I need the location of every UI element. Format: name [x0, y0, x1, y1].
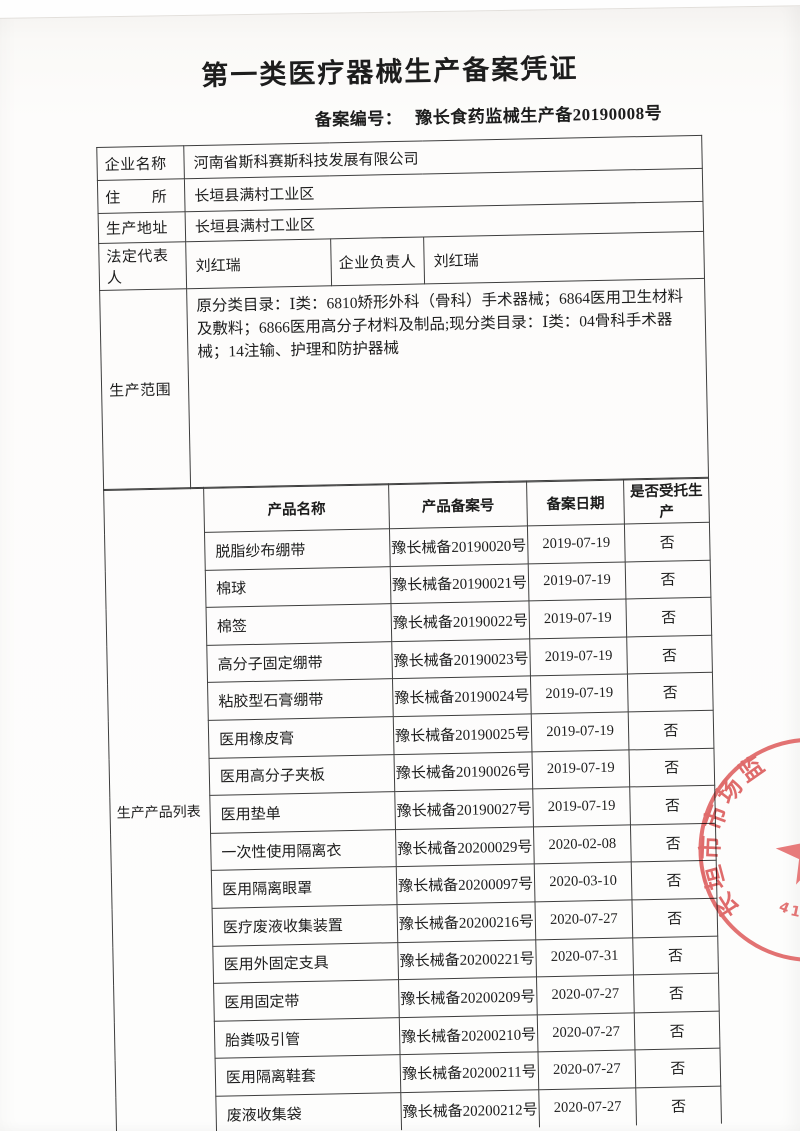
product-list-side-label: 生产产品列表: [103, 487, 217, 1131]
record-date-cell: 2019-07-19: [527, 523, 626, 564]
product-name-cell: 医用固定带: [213, 979, 400, 1022]
product-record-no-cell: 豫长械备20190023号: [391, 638, 531, 680]
product-name-cell: 棉签: [206, 603, 392, 646]
enterprise-principal-value: 刘红瑞: [423, 231, 705, 284]
product-name-cell: 医用橡皮膏: [208, 716, 394, 758]
product-record-no-cell: 豫长械备20200029号: [395, 826, 535, 867]
entrusted-cell: 否: [634, 1010, 720, 1051]
record-date-cell: 2020-07-31: [535, 937, 634, 977]
product-name-cell: 医用垫单: [209, 791, 396, 834]
entrusted-cell: 否: [624, 522, 711, 562]
product-record-no-cell: 豫长械备20200211号: [400, 1052, 539, 1093]
product-name-cell: 医疗废液收集装置: [212, 904, 398, 946]
page-title: 第一类医疗器械生产备案凭证: [201, 53, 579, 91]
record-date-cell: 2019-07-19: [528, 561, 626, 602]
production-scope-text: 原分类目录：Ⅰ类：6810矫形外科（骨科）手术器械；6864医用卫生材料及敷料；…: [186, 278, 709, 489]
record-date-cell: 2020-02-08: [533, 824, 632, 865]
product-record-no-cell: 豫长械备20190026号: [393, 751, 533, 792]
product-record-no-cell: 豫长械备20190020号: [389, 525, 529, 567]
enterprise-principal-label: 企业负责人: [330, 236, 425, 286]
company-name-label: 企业名称: [96, 145, 185, 181]
record-date-cell: 2020-07-27: [536, 975, 635, 1015]
product-record-no-cell: 豫长械备20200097号: [396, 864, 535, 905]
product-name-cell: 医用高分子夹板: [209, 754, 395, 796]
product-name-cell: 医用外固定支具: [212, 942, 399, 984]
product-table: 生产产品列表 产品名称 产品备案号 备案日期 是否受托生产 脱脂纱布绷带 豫长械备…: [103, 477, 722, 1131]
product-record-no-cell: 豫长械备20190024号: [392, 676, 532, 717]
residence-label: 住 所: [97, 178, 186, 214]
column-header-entrusted: 是否受托生产: [623, 477, 710, 524]
record-number-label: 备案编号：: [314, 108, 403, 130]
record-date-cell: 2019-07-19: [531, 711, 629, 752]
entrusted-cell: 否: [634, 1048, 721, 1088]
record-date-cell: 2020-07-27: [537, 1012, 635, 1053]
record-number: 备案编号： 豫长食药监械生产备20190008号: [314, 99, 663, 131]
product-name-cell: 医用隔离眼罩: [211, 866, 398, 909]
product-name-cell: 高分子固定绷带: [206, 641, 393, 683]
record-date-cell: 2020-03-10: [534, 862, 632, 902]
product-list-side-label-text: 生产产品列表: [116, 805, 201, 822]
record-date-cell: 2020-07-27: [538, 1050, 636, 1090]
entrusted-cell: 否: [625, 597, 712, 637]
column-header-record-no: 产品备案号: [388, 480, 528, 529]
product-record-no-cell: 豫长械备20200216号: [397, 901, 536, 943]
column-header-record-date: 备案日期: [526, 478, 625, 526]
company-info-table: 企业名称 河南省斯科赛斯科技发展有限公司 住 所 长垣县满村工业区 生产地址 长…: [96, 135, 709, 491]
red-seal-stamp: ★ 长垣市市场监 41072: [686, 737, 800, 962]
product-record-no-cell: 豫长械备20190025号: [393, 713, 532, 755]
column-header-product-name: 产品名称: [203, 483, 390, 533]
product-name-cell: 医用隔离鞋套: [215, 1054, 401, 1097]
record-date-cell: 2019-07-19: [532, 787, 631, 827]
product-name-cell: 一次性使用隔离衣: [210, 829, 397, 871]
entrusted-cell: 否: [627, 672, 714, 712]
star-icon: ★: [762, 792, 800, 908]
product-record-no-cell: 豫长械备20200210号: [399, 1014, 539, 1055]
product-name-cell: 粘胶型石膏绷带: [207, 679, 394, 721]
entrusted-cell: 否: [635, 1086, 722, 1126]
product-name-cell: 棉球: [205, 566, 391, 608]
product-record-no-cell: 豫长械备20190022号: [390, 601, 530, 642]
legal-representative-label: 法定代表人: [98, 241, 187, 291]
production-address-label: 生产地址: [98, 211, 186, 244]
table-row: 生产范围 原分类目录：Ⅰ类：6810矫形外科（骨科）手术器械；6864医用卫生材…: [99, 278, 709, 491]
legal-representative-value: 刘红瑞: [185, 238, 332, 289]
entrusted-cell: 否: [625, 559, 711, 600]
product-record-no-cell: 豫长械备20200221号: [397, 939, 537, 980]
product-name-cell: 废液收集袋: [215, 1092, 402, 1131]
product-record-no-cell: 豫长械备20190021号: [390, 563, 529, 604]
production-scope-label: 生产范围: [99, 288, 191, 491]
record-date-cell: 2020-07-27: [534, 899, 633, 940]
product-record-no-cell: 豫长械备20200212号: [400, 1089, 540, 1131]
product-record-no-cell: 豫长械备20200209号: [398, 976, 538, 1018]
record-date-cell: 2019-07-19: [529, 636, 628, 677]
entrusted-cell: 否: [633, 973, 720, 1013]
record-date-cell: 2019-07-19: [531, 749, 630, 790]
entrusted-cell: 否: [626, 635, 713, 675]
record-date-cell: 2019-07-19: [530, 674, 629, 714]
record-date-cell: 2020-07-27: [538, 1087, 637, 1128]
record-date-cell: 2019-07-19: [528, 599, 627, 639]
product-name-cell: 胎粪吸引管: [214, 1017, 401, 1059]
product-name-cell: 脱脂纱布绷带: [204, 528, 391, 571]
product-record-no-cell: 豫长械备20190027号: [394, 789, 534, 830]
seal-ring: [698, 737, 800, 962]
record-number-value: 豫长食药监械生产备20190008号: [415, 103, 663, 128]
